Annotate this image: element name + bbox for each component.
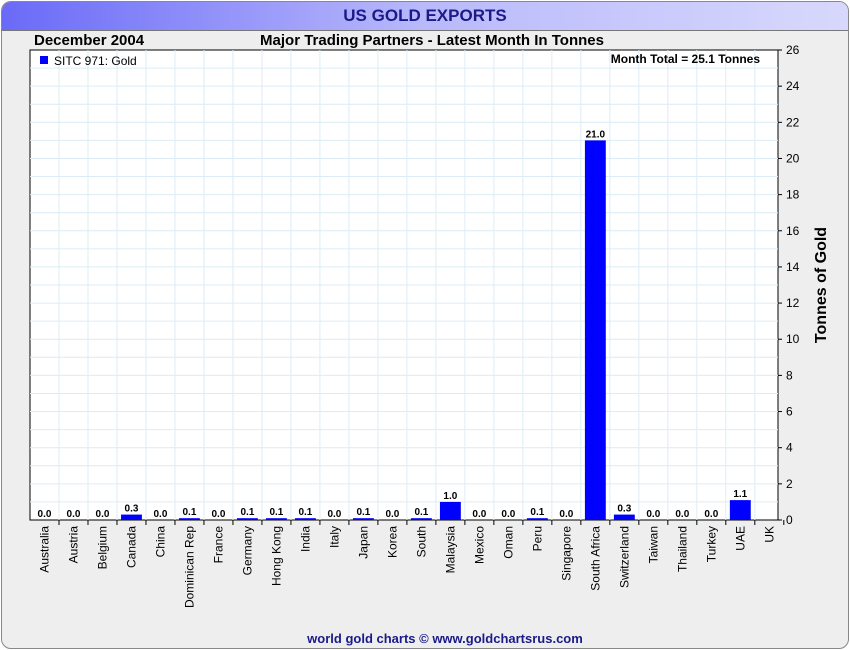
y-tick-label: 4 xyxy=(786,441,793,455)
data-label: 0.3 xyxy=(125,504,139,515)
bar xyxy=(410,518,432,520)
x-tick-label: Mexico xyxy=(472,526,486,564)
x-tick-label: South Africa xyxy=(588,526,602,591)
x-tick-label: France xyxy=(211,526,225,564)
x-tick-label: Canada xyxy=(124,526,138,568)
data-label: 0.0 xyxy=(472,509,486,520)
x-tick-label: Belgium xyxy=(95,526,109,569)
chart-subtitle: Major Trading Partners - Latest Month In… xyxy=(260,32,604,49)
x-tick-label: Dominican Rep xyxy=(182,526,196,608)
x-tick-label: Austria xyxy=(66,526,80,564)
y-tick-label: 26 xyxy=(786,43,800,57)
legend-swatch xyxy=(40,56,48,64)
x-tick-label: Malaysia xyxy=(443,526,457,574)
bar xyxy=(237,518,258,520)
x-tick-label: Italy xyxy=(327,526,341,548)
chart-title-bar: US GOLD EXPORTS xyxy=(2,2,848,31)
y-tick-label: 6 xyxy=(786,405,793,419)
footer-credit: world gold charts © www.goldchartsrus.co… xyxy=(306,631,583,646)
y-axis-label: Tonnes of Gold xyxy=(813,227,830,343)
data-label: 0.0 xyxy=(501,509,515,520)
x-tick-label: Hong Kong xyxy=(269,526,283,586)
bar xyxy=(179,518,200,520)
x-tick-label: UK xyxy=(762,526,776,543)
y-tick-label: 18 xyxy=(786,188,800,202)
data-label: 0.3 xyxy=(617,504,631,515)
data-label: 0.0 xyxy=(38,509,52,520)
data-label: 0.1 xyxy=(530,507,544,518)
y-tick-label: 10 xyxy=(786,332,800,346)
x-tick-label: South xyxy=(414,526,428,557)
y-tick-label: 16 xyxy=(786,224,800,238)
legend-label: SITC 971: Gold xyxy=(54,54,137,68)
data-label: 0.0 xyxy=(96,509,110,520)
x-tick-label: Japan xyxy=(356,526,370,559)
x-tick-label: UAE xyxy=(733,526,747,551)
x-tick-label: Switzerland xyxy=(617,526,631,588)
x-tick-label: Taiwan xyxy=(646,526,660,563)
data-label: 0.1 xyxy=(240,507,254,518)
y-tick-label: 8 xyxy=(786,368,793,382)
bar xyxy=(439,501,461,520)
data-label: 0.0 xyxy=(67,509,81,520)
y-tick-label: 0 xyxy=(786,513,793,527)
bar xyxy=(121,514,142,520)
data-label: 0.1 xyxy=(298,507,312,518)
data-label: 0.0 xyxy=(327,509,341,520)
data-label: 0.0 xyxy=(211,509,225,520)
y-tick-label: 24 xyxy=(786,79,800,93)
bar xyxy=(352,518,374,520)
y-tick-label: 14 xyxy=(786,260,800,274)
bar xyxy=(265,518,287,520)
data-label: 0.1 xyxy=(414,507,428,518)
y-tick-label: 22 xyxy=(786,115,800,129)
data-label: 0.0 xyxy=(675,509,689,520)
y-tick-label: 20 xyxy=(786,151,800,165)
month-total-annotation: Month Total = 25.1 Tonnes xyxy=(611,52,761,66)
x-tick-label: India xyxy=(298,526,312,552)
date-label: December 2004 xyxy=(34,32,145,49)
data-label: 0.0 xyxy=(559,509,573,520)
data-label: 0.0 xyxy=(154,509,168,520)
data-label: 1.1 xyxy=(733,489,747,500)
data-label: 0.1 xyxy=(183,507,197,518)
data-label: 0.0 xyxy=(385,509,399,520)
data-label: 21.0 xyxy=(586,129,606,140)
bar xyxy=(294,518,316,520)
data-label: 0.0 xyxy=(646,509,660,520)
x-tick-label: Turkey xyxy=(704,526,718,562)
x-tick-label: Singapore xyxy=(559,526,573,581)
data-label: 0.0 xyxy=(704,509,718,520)
bar xyxy=(613,514,635,520)
x-tick-label: China xyxy=(153,526,167,558)
x-tick-label: Korea xyxy=(385,526,399,558)
bar xyxy=(584,140,606,520)
x-tick-label: Thailand xyxy=(675,526,689,572)
data-label: 0.1 xyxy=(356,507,370,518)
x-tick-label: Germany xyxy=(240,526,254,575)
x-tick-label: Peru xyxy=(530,526,544,551)
data-label: 0.1 xyxy=(269,507,283,518)
y-tick-label: 12 xyxy=(786,296,800,310)
x-tick-label: Australia xyxy=(37,526,51,573)
x-tick-label: Oman xyxy=(501,526,515,559)
bar xyxy=(729,500,751,520)
y-tick-label: 2 xyxy=(786,477,793,491)
data-label: 1.0 xyxy=(443,491,457,502)
bar xyxy=(526,518,548,520)
